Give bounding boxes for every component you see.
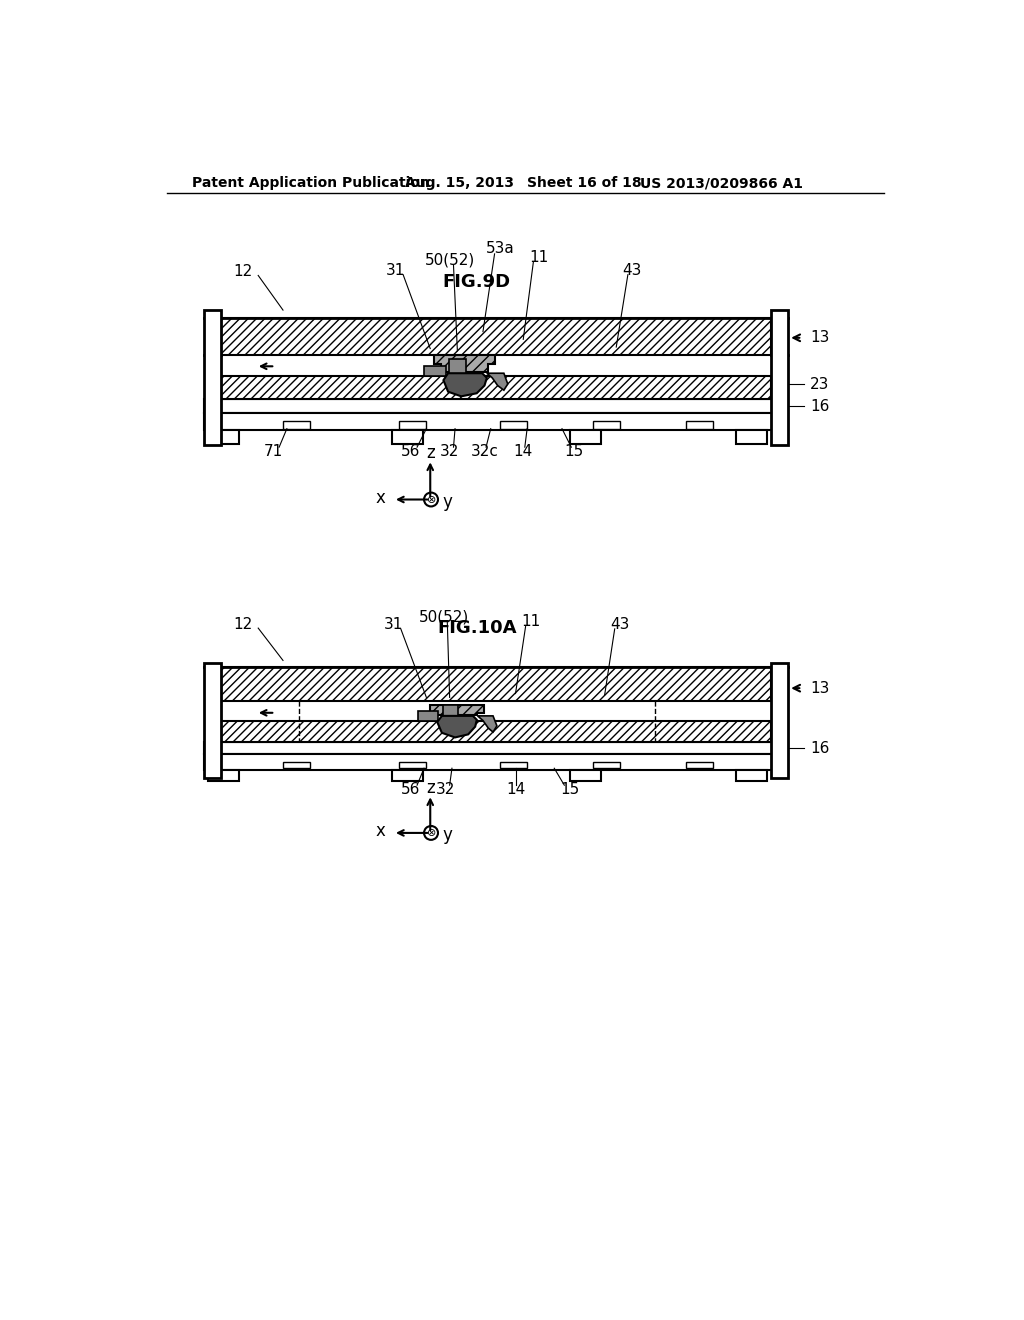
Text: 53a: 53a — [485, 242, 514, 256]
Text: 23: 23 — [810, 376, 829, 392]
Text: y: y — [442, 492, 453, 511]
Text: US 2013/0209866 A1: US 2013/0209866 A1 — [640, 176, 803, 190]
Bar — [204, 310, 221, 445]
Text: 31: 31 — [386, 263, 406, 277]
Text: 12: 12 — [233, 616, 252, 632]
Text: 15: 15 — [564, 445, 584, 459]
Bar — [442, 705, 458, 721]
Bar — [569, 770, 601, 781]
Polygon shape — [477, 715, 497, 733]
Bar — [208, 430, 239, 444]
Text: z: z — [426, 779, 434, 797]
Text: x: x — [376, 822, 385, 841]
Bar — [399, 421, 426, 429]
Bar — [221, 667, 771, 701]
Text: FIG.9D: FIG.9D — [442, 273, 511, 290]
Polygon shape — [486, 374, 508, 391]
Bar — [686, 421, 713, 429]
Text: 32: 32 — [436, 783, 456, 797]
Bar — [500, 762, 527, 768]
Text: 16: 16 — [810, 399, 829, 414]
Bar — [569, 430, 601, 444]
Text: 50(52): 50(52) — [425, 252, 475, 268]
Text: FIG.10A: FIG.10A — [437, 619, 516, 638]
Text: 13: 13 — [810, 330, 829, 346]
Bar — [593, 762, 621, 768]
Text: Aug. 15, 2013: Aug. 15, 2013 — [406, 176, 514, 190]
Text: $\otimes$: $\otimes$ — [426, 494, 436, 506]
Text: 14: 14 — [514, 445, 532, 459]
Bar — [204, 755, 788, 770]
Text: 31: 31 — [383, 616, 402, 632]
Bar — [221, 721, 771, 742]
Bar — [283, 421, 310, 429]
Bar — [771, 663, 788, 779]
Text: 11: 11 — [529, 251, 549, 265]
Text: 15: 15 — [560, 783, 580, 797]
Text: 32: 32 — [440, 445, 460, 459]
Polygon shape — [443, 374, 486, 396]
Bar — [221, 318, 771, 355]
Bar — [736, 430, 767, 444]
Text: 43: 43 — [622, 263, 641, 277]
Bar — [208, 770, 239, 781]
Text: 50(52): 50(52) — [419, 609, 469, 624]
Bar — [204, 400, 788, 413]
Text: 12: 12 — [233, 264, 252, 279]
Bar — [391, 770, 423, 781]
Bar — [204, 413, 788, 430]
Bar — [283, 762, 310, 768]
Bar — [399, 762, 426, 768]
Text: x: x — [376, 488, 385, 507]
Bar — [204, 742, 788, 755]
Polygon shape — [434, 355, 496, 372]
Bar — [418, 711, 438, 721]
Text: 56: 56 — [401, 445, 421, 459]
Text: y: y — [442, 826, 453, 845]
Text: 13: 13 — [810, 681, 829, 696]
Text: 71: 71 — [264, 445, 284, 459]
Text: $\otimes$: $\otimes$ — [426, 828, 436, 838]
Text: z: z — [426, 445, 434, 462]
Bar — [736, 770, 767, 781]
Bar — [204, 663, 221, 779]
Text: 43: 43 — [610, 616, 630, 632]
Bar — [593, 421, 621, 429]
Text: 32c: 32c — [471, 445, 499, 459]
Polygon shape — [430, 705, 483, 715]
Text: 11: 11 — [521, 614, 541, 630]
Text: Patent Application Publication: Patent Application Publication — [191, 176, 429, 190]
Bar — [391, 430, 423, 444]
Bar — [424, 366, 445, 376]
Text: 56: 56 — [401, 783, 421, 797]
Text: Sheet 16 of 18: Sheet 16 of 18 — [527, 176, 642, 190]
Polygon shape — [437, 715, 477, 738]
Text: 16: 16 — [810, 741, 829, 756]
Text: 14: 14 — [506, 783, 525, 797]
Bar — [449, 359, 466, 376]
Bar — [771, 310, 788, 445]
Bar — [221, 376, 771, 400]
Bar — [500, 421, 527, 429]
Bar — [686, 762, 713, 768]
